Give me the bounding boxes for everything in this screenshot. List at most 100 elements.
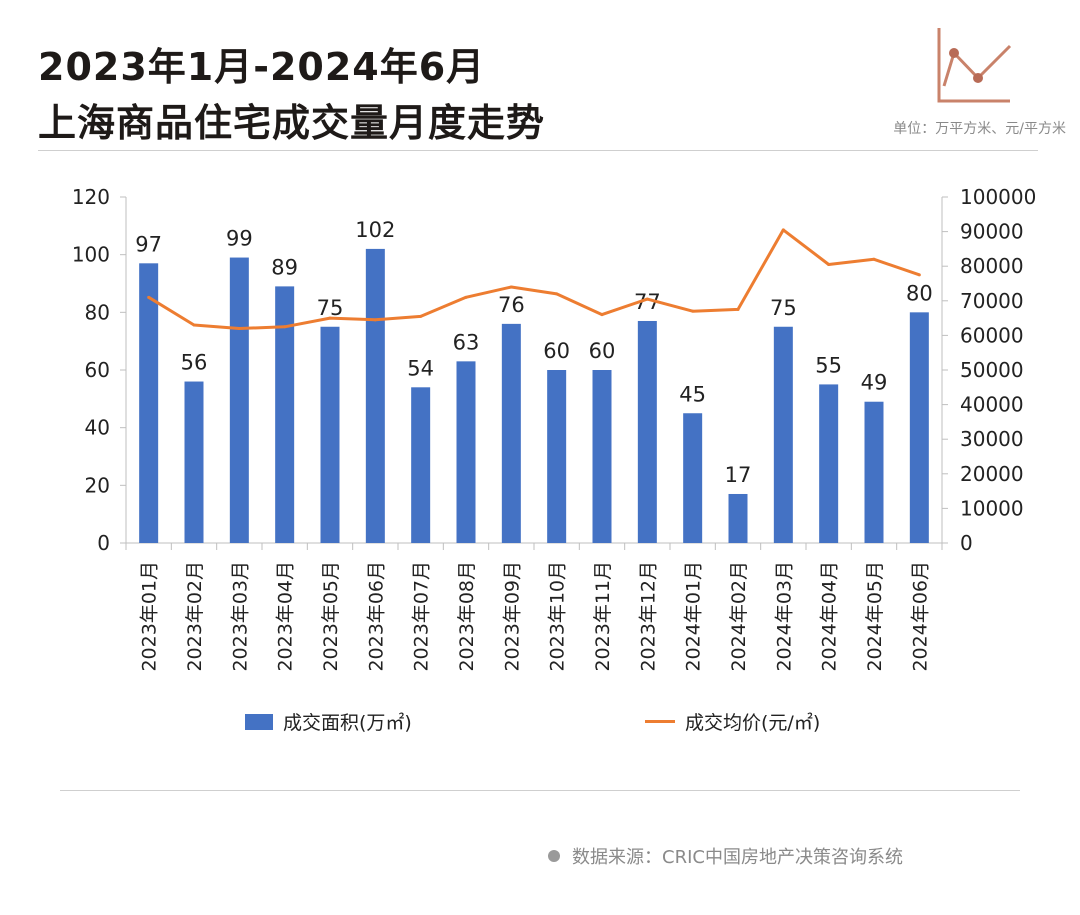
bar: [229, 257, 249, 543]
bar: [592, 370, 612, 543]
x-tick-label: 2024年02月: [728, 561, 750, 672]
y-right-tick-label: 60000: [960, 323, 1024, 347]
source-text: 数据来源：CRIC中国房地产决策咨询系统: [572, 847, 903, 868]
bar: [184, 381, 204, 543]
price-point: [736, 307, 740, 311]
price-line: [147, 228, 920, 330]
price-point: [600, 313, 604, 317]
unit-label: 单位：万平方米、元/平方米: [893, 121, 1066, 137]
x-tick-label: 2024年01月: [683, 561, 705, 672]
line-chart-icon: [937, 28, 1012, 103]
y-right-tick-label: 50000: [960, 358, 1024, 382]
y-right-tick-label: 80000: [960, 254, 1024, 278]
x-tick-label: 2024年04月: [819, 561, 841, 672]
price-point: [781, 228, 785, 232]
bar: [320, 326, 340, 543]
bar-data-label: 75: [317, 296, 344, 320]
price-point: [645, 297, 649, 301]
legend-label-area: 成交面积(万㎡): [283, 712, 412, 734]
x-tick-label: 2023年07月: [411, 561, 433, 672]
bar: [864, 401, 884, 543]
bar-data-label: 60: [589, 339, 616, 363]
bar: [637, 320, 657, 543]
x-tick-label: 2023年06月: [365, 561, 387, 672]
bottom-divider: [60, 790, 1020, 791]
price-point: [237, 326, 241, 330]
bar-data-label: 102: [355, 218, 395, 242]
price-point: [509, 285, 513, 289]
y-left-tick-label: 100: [72, 243, 110, 267]
y-right-tick-label: 30000: [960, 427, 1024, 451]
bar: [683, 413, 703, 543]
legend-item-area: 成交面积(万㎡): [245, 708, 412, 735]
top-divider: [38, 150, 1038, 151]
legend-label-price: 成交均价(元/㎡): [685, 712, 821, 734]
y-right-tick-label: 40000: [960, 393, 1024, 417]
price-point: [328, 316, 332, 320]
legend-line-swatch: [645, 720, 675, 723]
y-left-tick-label: 80: [85, 300, 110, 324]
price-point: [419, 314, 423, 318]
x-tick-label: 2023年08月: [456, 561, 478, 672]
price-point: [283, 325, 287, 329]
legend-bar-swatch: [245, 713, 273, 730]
chart-title-line2: 上海商品住宅成交量月度走势: [38, 101, 546, 145]
y-left-tick-label: 120: [72, 185, 110, 209]
x-tick-label: 2024年06月: [909, 561, 931, 672]
bar: [819, 384, 839, 543]
bar-data-label: 76: [498, 293, 525, 317]
y-right-tick-label: 100000: [960, 185, 1036, 209]
y-left-tick-label: 60: [85, 358, 110, 382]
bar-data-label: 17: [725, 463, 752, 487]
bar: [456, 361, 476, 543]
y-left-tick-label: 20: [85, 473, 110, 497]
x-tick-label: 2023年11月: [592, 561, 614, 672]
icon-point-2: [973, 73, 983, 83]
y-right-tick-label: 20000: [960, 462, 1024, 486]
price-point: [691, 309, 695, 313]
source-note: 数据来源：CRIC中国房地产决策咨询系统: [548, 843, 903, 869]
icon-point-1: [949, 48, 959, 58]
bar-data-label: 56: [181, 351, 208, 375]
y-right-tick-label: 90000: [960, 220, 1024, 244]
x-tick-label: 2023年10月: [547, 561, 569, 672]
price-point: [827, 262, 831, 266]
y-right-tick-label: 10000: [960, 496, 1024, 520]
price-point: [373, 318, 377, 322]
y-left-tick-label: 0: [97, 531, 110, 555]
price-point: [464, 295, 468, 299]
combo-chart: 0 20 40 60 80 100 120 0 10000 20000 30000 40000 5000…: [72, 185, 1037, 672]
x-tick-label: 2024年05月: [864, 561, 886, 672]
bar-data-label: 75: [770, 296, 797, 320]
price-point: [192, 323, 196, 327]
bar: [547, 370, 567, 543]
bar-data-label: 80: [906, 281, 933, 305]
bar-data-label: 55: [815, 353, 842, 377]
bar: [365, 248, 385, 543]
x-tick-label: 2023年02月: [184, 561, 206, 672]
x-tick-label: 2023年04月: [275, 561, 297, 672]
bar-data-label: 97: [135, 232, 162, 256]
bar: [909, 312, 929, 543]
y-right-tick-label: 70000: [960, 289, 1024, 313]
x-tick-label: 2023年01月: [139, 561, 161, 672]
bar-data-label: 89: [271, 255, 298, 279]
y-right-tick-label: 0: [960, 531, 973, 555]
x-tick-label: 2023年05月: [320, 561, 342, 672]
x-tick-label: 2024年03月: [773, 561, 795, 672]
price-point: [917, 273, 921, 277]
chart-title-line1: 2023年1月-2024年6月: [38, 45, 486, 89]
bar: [773, 326, 793, 543]
icon-trend: [942, 44, 1012, 87]
bar-data-label: 60: [543, 339, 570, 363]
bar: [728, 493, 748, 543]
bar: [411, 387, 431, 543]
bar-data-label: 99: [226, 227, 253, 251]
price-point: [872, 257, 876, 261]
bar-data-label: 63: [453, 330, 480, 354]
price-point: [147, 295, 151, 299]
bullet-icon: [548, 850, 560, 862]
price-point: [555, 292, 559, 296]
x-tick-label: 2023年12月: [637, 561, 659, 672]
bar: [501, 323, 521, 543]
